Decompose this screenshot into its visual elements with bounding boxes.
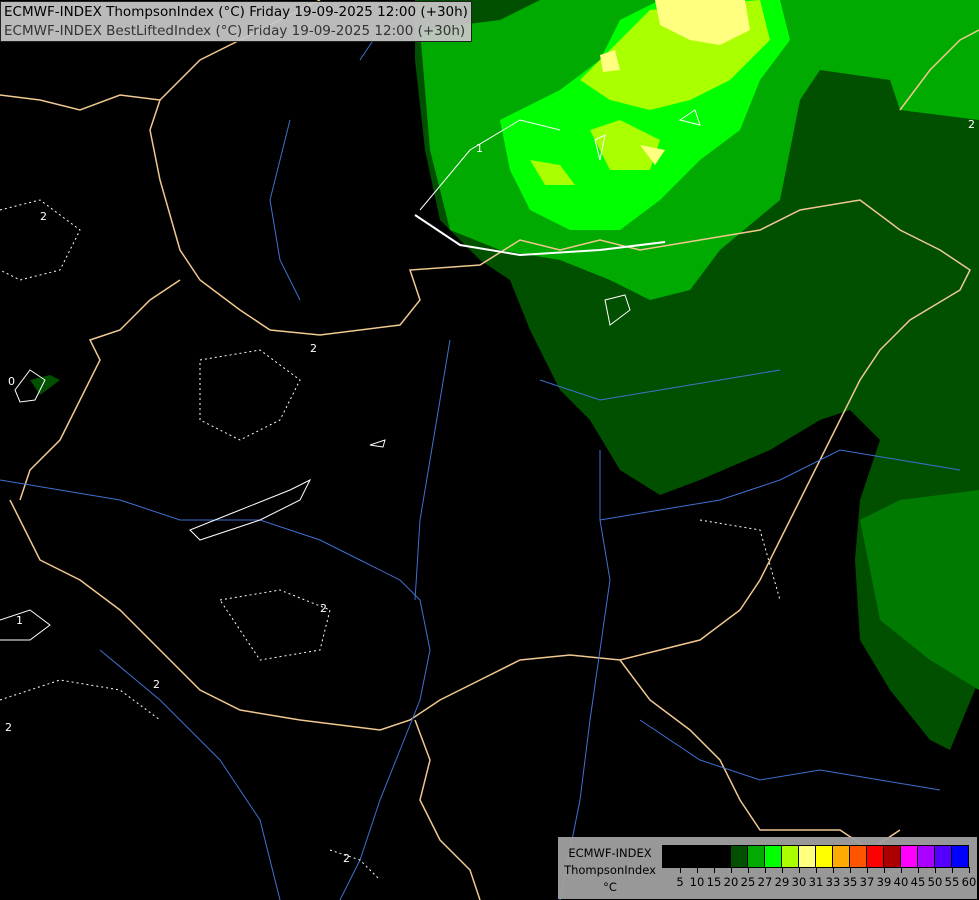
colorbar-tick: [935, 867, 936, 873]
colorbar-tick: [884, 867, 885, 873]
legend-unit: °C: [603, 880, 617, 894]
colorbar-tick-label: 35: [842, 875, 858, 889]
colorbar-tick: [833, 867, 834, 873]
colorbar-tick-label: 50: [927, 875, 943, 889]
shade-30-31-c: [640, 145, 665, 165]
contour-label: 2: [153, 678, 160, 691]
colorbar-tick-label: 55: [944, 875, 960, 889]
dotted-contours: [0, 199, 901, 881]
colorbar-tick-label: 27: [757, 875, 773, 889]
colorbar-tick: [816, 867, 817, 873]
colorbar-tick-label: 60: [961, 875, 977, 889]
contour-label: 2: [310, 342, 317, 355]
colorbar-tick-label: 40: [893, 875, 909, 889]
colorbar-cell: [935, 846, 952, 867]
colorbar-cell: [680, 846, 697, 867]
colorbar-tick-label: 5: [676, 875, 684, 889]
shade-30-31-b: [600, 50, 620, 72]
colorbar-tick-label: 33: [825, 875, 841, 889]
contour-label: 2: [320, 602, 327, 615]
colorbar-cell: [697, 846, 714, 867]
contour-label: 1: [476, 142, 483, 155]
shade-29-30-c: [530, 160, 575, 185]
colorbar: [662, 845, 969, 868]
colorbar-tick: [731, 867, 732, 873]
lifted-index-contour: [414, 214, 666, 257]
colorbar-cell: [901, 846, 918, 867]
colorbar-tick: [867, 867, 868, 873]
colorbar-tick-label: 30: [791, 875, 807, 889]
shade-29-30-b: [590, 120, 660, 170]
colorbar-cell: [782, 846, 799, 867]
colorbar-cell: [748, 846, 765, 867]
title-best-lifted-index: ECMWF-INDEX BestLiftedIndex (°C) Friday …: [4, 23, 466, 39]
colorbar-cell: [833, 846, 850, 867]
colorbar-cell: [731, 846, 748, 867]
colorbar-tick-label: 45: [910, 875, 926, 889]
colorbar-tick: [799, 867, 800, 873]
contour-label: 2: [40, 210, 47, 223]
map-title: ECMWF-INDEX ThompsonIndex (°C) Friday 19…: [0, 1, 472, 42]
colorbar-cell: [850, 846, 867, 867]
colorbar-cell: [799, 846, 816, 867]
colorbar-tick-label: 10: [689, 875, 705, 889]
colorbar-tick: [765, 867, 766, 873]
colorbar-cell: [952, 846, 968, 867]
contour-label: 2: [343, 852, 350, 865]
colorbar-cell: [765, 846, 782, 867]
legend-source: ECMWF-INDEX: [568, 846, 652, 860]
colorbar-tick: [680, 867, 681, 873]
colorbar-tick-label: 31: [808, 875, 824, 889]
shade-20-25-west: [30, 375, 60, 395]
colorbar-tick-label: 25: [740, 875, 756, 889]
colorbar-tick: [748, 867, 749, 873]
colorbar-cell: [816, 846, 833, 867]
colorbar-tick: [714, 867, 715, 873]
contour-labels: 2 2 2 2 2 2 2 1 1 0: [5, 118, 975, 865]
colorbar-tick-label: 39: [876, 875, 892, 889]
rivers: [0, 9, 961, 900]
colorbar-tick: [969, 867, 970, 873]
colorbar-tick-label: 15: [706, 875, 722, 889]
colorbar-cell: [714, 846, 731, 867]
colorbar-tick: [901, 867, 902, 873]
contour-label: 2: [5, 721, 12, 734]
colorbar-tick: [850, 867, 851, 873]
colorbar-tick-label: 20: [723, 875, 739, 889]
title-thompson-index: ECMWF-INDEX ThompsonIndex (°C) Friday 19…: [4, 4, 468, 20]
color-legend: ECMWF-INDEX ThompsonIndex °C 5 10 15 20 25 27…: [558, 837, 977, 899]
colorbar-ticks: 5 10 15 20 25 27 29 30 31 33 35 37 39 40 45 50 55 60: [662, 867, 976, 897]
solid-contours: [0, 109, 701, 641]
shade-25-27-east: [860, 490, 979, 690]
colorbar-tick: [697, 867, 698, 873]
colorbar-tick-label: 29: [774, 875, 790, 889]
colorbar-tick-label: 37: [859, 875, 875, 889]
colorbar-cell: [918, 846, 935, 867]
colorbar-cell: [663, 846, 680, 867]
colorbar-cell: [867, 846, 884, 867]
shade-30-31: [655, 0, 750, 45]
colorbar-tick: [952, 867, 953, 873]
colorbar-tick: [782, 867, 783, 873]
colorbar-cell: [884, 846, 901, 867]
contour-label: 2: [968, 118, 975, 131]
legend-parameter: ThompsonIndex: [564, 863, 656, 877]
contour-label: 1: [16, 614, 23, 627]
colorbar-tick: [918, 867, 919, 873]
contour-label: 0: [8, 375, 15, 388]
